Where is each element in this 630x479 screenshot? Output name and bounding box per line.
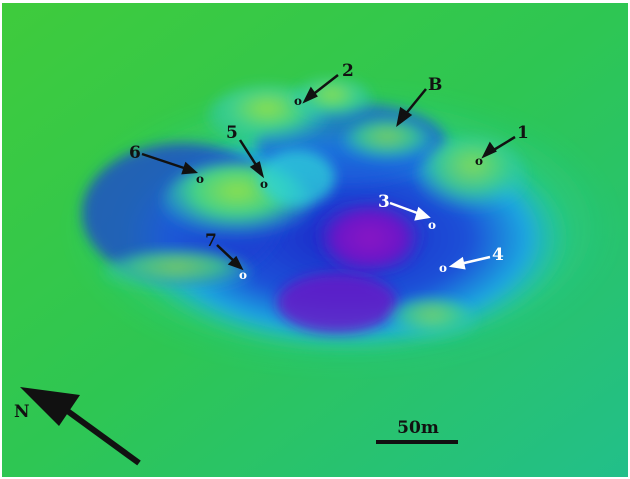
site-label-1: 1 — [517, 123, 529, 143]
site-marker-1: o — [475, 154, 483, 168]
scale-label: 50m — [397, 418, 439, 438]
arrow-to-site-7 — [216, 244, 236, 263]
central-mound — [259, 150, 335, 206]
arrow-head-3 — [414, 206, 431, 221]
arrow-head-6 — [181, 161, 199, 175]
arrow-to-site-3 — [389, 201, 421, 216]
site-marker-5: o — [260, 177, 268, 191]
arrow-to-site-6 — [141, 152, 188, 171]
site-marker-6: o — [196, 172, 204, 186]
arrow-head-4 — [448, 256, 466, 270]
ridge-south — [387, 299, 477, 343]
arrows-dark — [141, 74, 516, 271]
site-marker-2: o — [294, 94, 302, 108]
central-pit — [312, 198, 427, 278]
arrow-head-2 — [302, 86, 318, 104]
arrow-to-site-4 — [459, 255, 491, 266]
ridge-south-west — [102, 251, 252, 295]
site-marker-4: o — [439, 261, 447, 275]
south-pit — [277, 273, 397, 333]
site-label-6: 6 — [129, 143, 141, 163]
site-label-2: 2 — [342, 61, 354, 81]
arrow-to-b — [403, 88, 427, 117]
arrow-head-7 — [227, 255, 244, 271]
bathymetry-image: o o o o o o o 2 B 1 5 6 3 4 7 N 50m — [2, 3, 628, 477]
arrow-to-site-2 — [310, 74, 339, 97]
relief-map: o o o o o o o 2 B 1 5 6 3 4 7 N 50m — [2, 3, 628, 477]
north-label: N — [14, 402, 30, 422]
site-label-7: 7 — [205, 231, 217, 251]
north-arrow-icon — [20, 387, 141, 466]
arrows-light — [389, 201, 491, 270]
arrow-to-site-1 — [491, 135, 516, 153]
site-marker-3: o — [428, 218, 436, 232]
site-label-3: 3 — [378, 192, 390, 212]
site-marker-7: o — [239, 268, 247, 282]
arrow-head-1 — [481, 141, 497, 159]
feature-label-b: B — [428, 75, 442, 95]
site-label-5: 5 — [226, 123, 238, 143]
ridge-east — [417, 138, 527, 218]
arrow-to-site-5 — [238, 139, 260, 169]
arrow-head-5 — [249, 161, 265, 179]
arrow-head-b — [396, 106, 413, 127]
site-label-4: 4 — [492, 245, 504, 265]
ridge-b — [342, 121, 432, 165]
